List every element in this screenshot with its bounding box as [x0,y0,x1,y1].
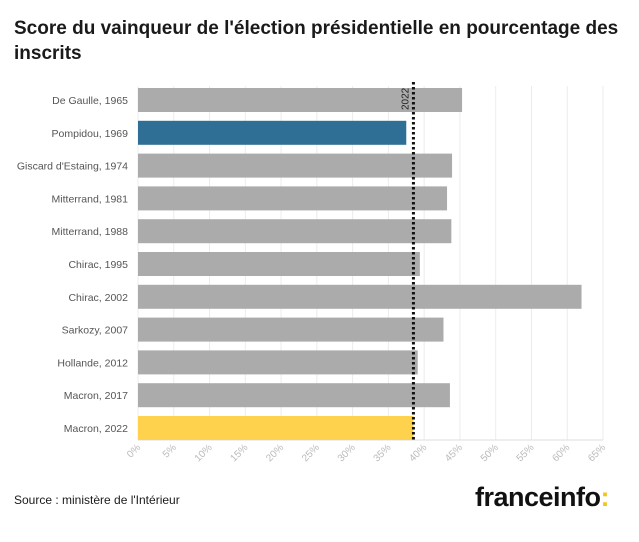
x-tick-label: 25% [300,442,322,464]
category-label: Hollande, 2012 [57,357,128,369]
x-tick-label: 15% [228,442,250,464]
logo-text: franceinfo [474,482,601,512]
category-label: De Gaulle, 1965 [52,95,128,107]
bar [138,120,407,145]
x-tick-label: 40% [407,442,429,464]
category-label: Pompidou, 1969 [52,128,129,140]
category-label: Chirac, 2002 [68,292,128,304]
bar [138,252,420,276]
category-label: Mitterrand, 1981 [52,193,129,205]
bar [138,416,414,440]
bar [138,88,463,112]
category-label: Mitterrand, 1988 [52,226,129,238]
category-label: Macron, 2017 [64,390,128,402]
logo-colon: : [600,482,610,512]
x-tick-label: 0% [125,442,143,460]
x-tick-label: 60% [550,442,572,464]
reference-line-label: 2022 [400,87,411,110]
category-label: Giscard d'Estaing, 1974 [17,161,128,173]
bar-chart: De Gaulle, 1965 Pompidou, 1969 Giscard d'E… [17,82,608,464]
x-tick-label: 35% [372,442,394,464]
bar [138,317,444,342]
category-label: Macron, 2022 [64,423,128,435]
bar [138,284,582,309]
bar [138,350,418,375]
x-tick-label: 50% [479,442,501,464]
x-tick-label: 65% [586,442,608,464]
bar [138,153,453,178]
x-tick-label: 45% [443,442,465,464]
source-note: Source : ministère de l'Intérieur [14,493,180,507]
x-tick-label: 5% [161,442,179,460]
franceinfo-logo[interactable]: franceinfo: [474,482,610,513]
x-tick-label: 20% [264,442,286,464]
category-label: Sarkozy, 2007 [62,325,129,337]
bar [138,383,450,408]
bar [138,219,452,244]
x-tick-label: 30% [336,442,358,464]
category-label: Chirac, 1995 [68,259,128,271]
x-tick-label: 55% [515,442,537,464]
chart-title: Score du vainqueur de l'élection préside… [14,18,619,64]
bar [138,186,448,211]
x-tick-label: 10% [193,442,215,464]
